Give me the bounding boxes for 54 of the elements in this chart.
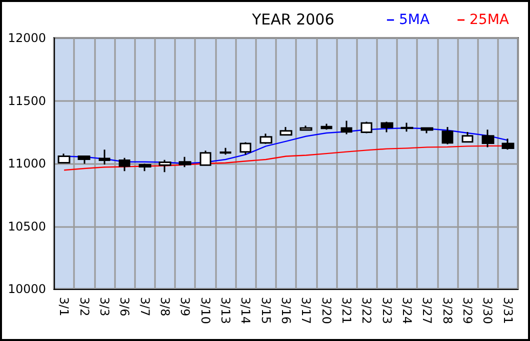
x-tick-label: 3/1 [57,297,72,316]
x-tick-label: 3/15 [258,297,273,324]
candlestick [482,128,494,148]
chart-title: YEAR 2006 [251,10,334,28]
candlestick [320,122,332,130]
candlestick [260,132,272,145]
candlestick [462,131,474,144]
x-tick-label: 3/22 [360,297,374,324]
candlestick [300,124,312,131]
candlestick [420,127,434,134]
x-tick-label: 3/20 [319,297,334,324]
candlestick [280,126,292,136]
legend-label: 5MA [398,12,430,28]
candlestick [78,154,90,164]
candlestick [360,120,372,134]
y-tick-label: 11500 [8,94,46,108]
x-tick-label: 3/6 [118,297,132,316]
candlestick [138,163,152,172]
x-tick-label: 3/31 [500,297,515,324]
x-tick-label: 3/27 [420,297,434,324]
candlestick [502,138,514,150]
x-tick-label: 3/9 [178,297,192,316]
x-tick-label: 3/29 [460,297,475,324]
x-tick-label: 3/24 [400,297,414,324]
x-tick-label: 3/16 [279,297,293,324]
candlestick [118,157,130,172]
candlestick [240,142,252,156]
candlestick [98,148,110,166]
x-tick-label: 3/17 [299,297,314,324]
candlestick [400,122,414,132]
x-tick-label: 3/23 [380,297,394,324]
x-tick-label: 3/21 [340,297,354,324]
candlestick [58,152,70,164]
candlestick [158,159,172,173]
y-tick-label: 10000 [8,282,46,296]
candlestick [200,150,212,166]
candlestick [220,147,232,156]
candlestick [380,120,394,133]
x-tick-label: 3/30 [480,297,495,324]
candlestick [442,126,454,146]
y-tick-label: 10500 [8,219,46,234]
x-tick-label: 3/10 [198,297,212,324]
legend-label: 25MA [470,12,510,28]
x-tick-label: 3/14 [238,297,253,324]
x-tick-label: 3/28 [440,297,454,324]
x-tick-label: 3/2 [77,297,92,316]
y-tick-label: 11000 [8,156,46,170]
x-tick-label: 3/7 [138,297,152,316]
x-tick-label: 3/8 [158,297,172,316]
candlestick [178,156,192,168]
candlestick [340,120,352,136]
x-tick-label: 3/3 [97,297,112,316]
x-tick-label: 3/13 [218,297,232,324]
y-tick-label: 12000 [8,31,46,45]
